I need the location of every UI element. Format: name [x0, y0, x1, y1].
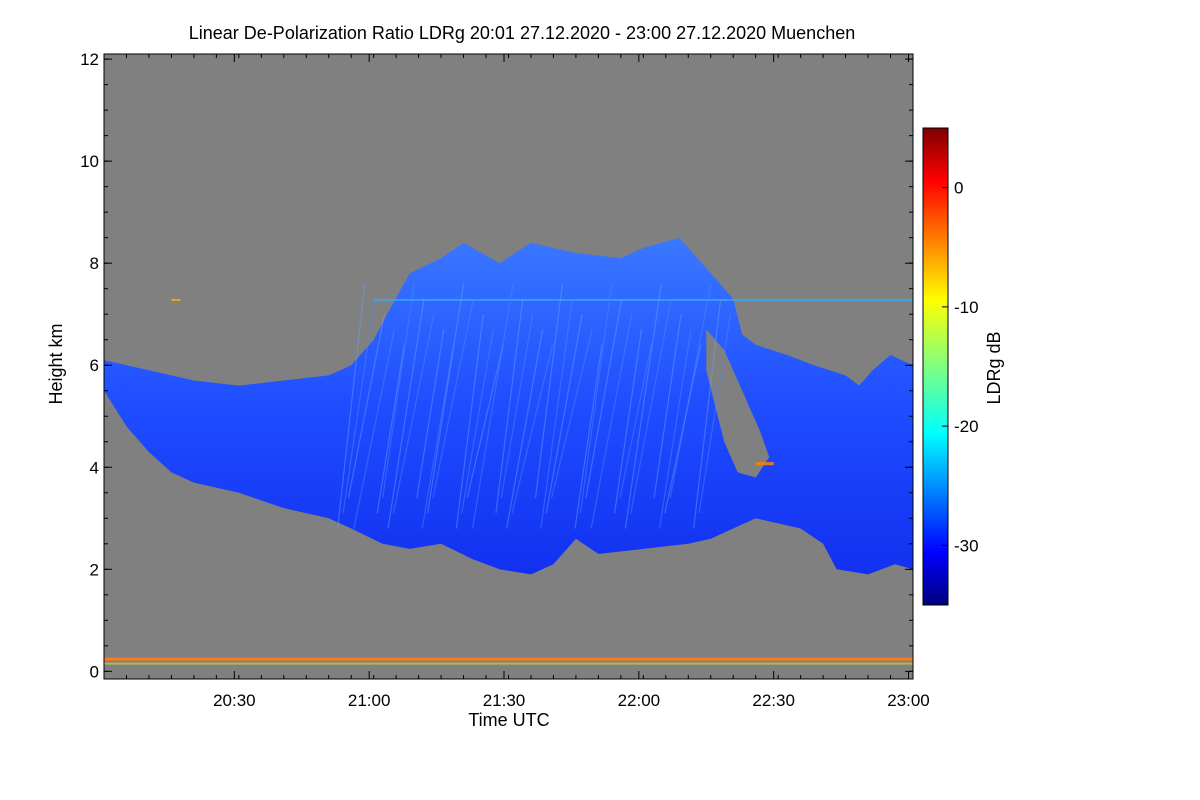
- fall-streak: [455, 314, 484, 529]
- colorbar-label: LDRg dB: [984, 331, 1004, 404]
- fall-streak: [392, 314, 435, 514]
- colorbar-tick-label: -10: [954, 298, 979, 317]
- colorbar: [922, 127, 949, 606]
- fall-streak: [698, 314, 732, 514]
- y-axis-label: Height km: [46, 323, 66, 404]
- fall-streak: [613, 329, 643, 514]
- fall-streak: [500, 314, 534, 498]
- y-tick-label: 8: [90, 254, 99, 273]
- fall-streak: [511, 344, 554, 514]
- fall-streak: [376, 344, 405, 514]
- fall-streak: [669, 283, 712, 498]
- high-ldr-line: [755, 462, 774, 466]
- fall-streak: [342, 298, 376, 514]
- colorbar-tick-label: -20: [954, 417, 979, 436]
- fall-streak: [416, 329, 445, 498]
- fall-streak: [534, 283, 564, 498]
- x-tick-label: 22:00: [618, 691, 661, 710]
- fall-streak: [337, 283, 366, 529]
- x-tick-label: 21:00: [348, 691, 391, 710]
- fall-streak: [693, 298, 722, 529]
- melting-layer: [104, 657, 913, 661]
- fall-streak: [461, 329, 494, 514]
- fall-streak: [658, 329, 692, 529]
- x-tick-label: 21:30: [483, 691, 526, 710]
- fall-streak: [427, 283, 465, 514]
- fall-streak: [630, 298, 672, 514]
- fall-streak: [585, 298, 623, 498]
- fall-streaks: [337, 283, 732, 529]
- fall-streak: [347, 314, 386, 498]
- fall-streak: [619, 344, 653, 498]
- fall-streak: [590, 314, 633, 529]
- x-tick-label: 23:00: [887, 691, 930, 710]
- fall-streak: [382, 283, 415, 498]
- chart-title: Linear De-Polarization Ratio LDRg 20:01 …: [189, 23, 855, 43]
- cloud-region: [104, 237, 913, 575]
- fall-streak: [495, 298, 524, 514]
- fall-streak: [574, 344, 603, 529]
- fall-streak: [506, 329, 544, 529]
- fall-streak: [579, 283, 613, 514]
- y-axis: 0 2 4 6 8 10 12: [80, 50, 913, 681]
- fall-streak: [466, 344, 504, 499]
- x-axis-label: Time UTC: [468, 710, 549, 730]
- fall-streak: [353, 329, 395, 529]
- y-tick-label: 12: [80, 50, 99, 69]
- y-tick-label: 6: [90, 356, 99, 375]
- y-tick-label: 4: [90, 458, 99, 477]
- fall-streak: [624, 283, 662, 529]
- melting-layer-lower: [104, 662, 913, 665]
- cloud-gap: [706, 329, 770, 478]
- fall-streak: [653, 314, 682, 498]
- colorbar-tick-label: 0: [954, 179, 963, 198]
- fall-streak: [551, 329, 593, 499]
- plot-area: [104, 54, 913, 679]
- x-tick-label: 20:30: [213, 691, 256, 710]
- high-ldr-line: [171, 298, 181, 301]
- x-axis: 20:30 21:00 21:30 22:00 22:30 23:00: [103, 54, 930, 710]
- y-tick-label: 2: [90, 560, 99, 579]
- y-tick-label: 0: [90, 662, 99, 681]
- fall-streak: [471, 283, 514, 529]
- fall-streak: [432, 298, 475, 498]
- fall-streak: [545, 314, 583, 514]
- fall-streak: [387, 298, 425, 529]
- fall-streak: [421, 344, 455, 529]
- y-tick-label: 10: [80, 152, 99, 171]
- fall-streak: [664, 344, 702, 514]
- x-tick-label: 22:30: [752, 691, 795, 710]
- colorbar-tick-label: -30: [954, 536, 979, 555]
- fall-streak: [540, 298, 573, 529]
- colorbar-axis: 0 -10 -20 -30: [942, 179, 979, 555]
- high-ldr-line: [373, 298, 913, 301]
